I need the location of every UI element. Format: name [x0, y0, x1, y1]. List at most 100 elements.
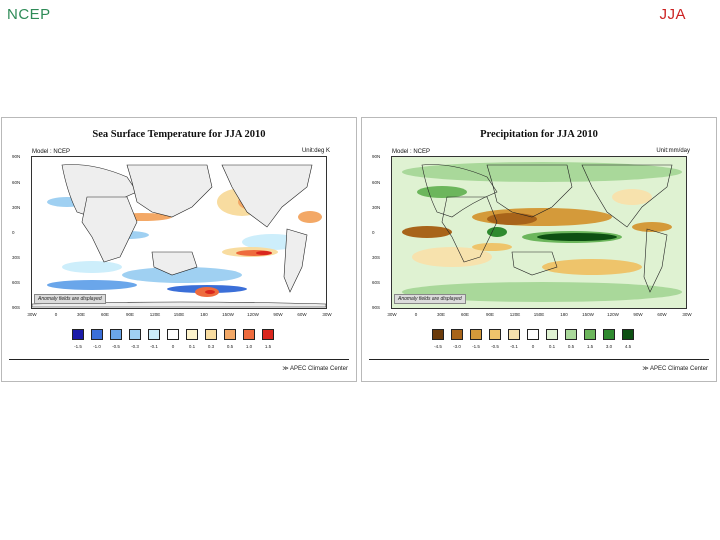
legend-swatch — [243, 329, 255, 340]
legend-label: 0.5 — [567, 344, 575, 349]
lat-label: 60S — [372, 280, 381, 285]
lat-label: 60N — [12, 180, 21, 185]
legend-label: -1.0 — [93, 344, 101, 349]
legend-swatch — [72, 329, 84, 340]
legend-label: 0.1 — [188, 344, 196, 349]
lon-label: 60W — [297, 312, 307, 317]
lat-label: 30S — [12, 255, 21, 260]
lon-label: 90E — [485, 312, 495, 317]
legend-label: 0.3 — [207, 344, 215, 349]
legend-label: -0.5 — [491, 344, 499, 349]
legend-label: -1.5 — [74, 344, 82, 349]
legend-swatch — [527, 329, 539, 340]
lat-label: 0 — [12, 230, 15, 235]
lon-label: 30E — [76, 312, 86, 317]
unit-label: Unit:mm/day — [656, 148, 690, 154]
anomaly-note: Anomaly fields are displayed — [34, 294, 106, 304]
lat-label: 30N — [12, 205, 21, 210]
legend-label: 1.5 — [586, 344, 594, 349]
lon-label: 30W — [682, 312, 692, 317]
legend-label: -0.3 — [131, 344, 139, 349]
lat-label: 30S — [372, 255, 381, 260]
panel-title: Sea Surface Temperature for JJA 2010 — [92, 129, 266, 140]
lon-label: 90W — [273, 312, 283, 317]
lon-label: 60W — [657, 312, 667, 317]
precipitation-anomaly-map: Anomaly fields are displayed — [391, 156, 687, 309]
unit-label: Unit:deg K — [301, 148, 330, 154]
legend-swatch — [622, 329, 634, 340]
legend-label: 0 — [531, 344, 535, 349]
lon-label: 120W — [247, 312, 259, 317]
legend-swatch — [167, 329, 179, 340]
lat-label: 60S — [12, 280, 21, 285]
legend-label: 1.5 — [264, 344, 272, 349]
lat-label: 30N — [372, 205, 381, 210]
legend-swatch — [262, 329, 274, 340]
lon-label: 30W — [322, 312, 332, 317]
sst-anomaly-map: Anomaly fields are displayed — [31, 156, 327, 309]
lon-label: 120E — [149, 312, 161, 317]
legend-label: 3.0 — [605, 344, 613, 349]
lon-label: 0 — [54, 312, 58, 317]
lon-label: 30W — [387, 312, 397, 317]
legend-swatch — [546, 329, 558, 340]
legend-swatch — [148, 329, 160, 340]
legend-swatch — [129, 329, 141, 340]
footer-text: APEC Climate Center — [289, 366, 348, 372]
color-legend — [432, 329, 641, 341]
legend-label: 0 — [171, 344, 175, 349]
color-legend — [72, 329, 281, 341]
legend-swatch — [186, 329, 198, 340]
legend-swatch — [565, 329, 577, 340]
legend-label: -0.1 — [150, 344, 158, 349]
footer-credit: ≫ APEC Climate Center — [642, 366, 708, 372]
lon-label: 60E — [100, 312, 110, 317]
legend-label: 0.1 — [548, 344, 556, 349]
legend-label: 0.5 — [226, 344, 234, 349]
legend-swatch — [584, 329, 596, 340]
model-label: Model : NCEP — [392, 149, 431, 155]
lon-label: 30E — [436, 312, 446, 317]
lat-label: 90N — [372, 154, 381, 159]
anomaly-note: Anomaly fields are displayed — [394, 294, 466, 304]
lon-label: 180 — [560, 312, 568, 317]
lon-label: 150W — [582, 312, 594, 317]
precipitation-panel: Precipitation for JJA 2010 Model : NCEP … — [361, 117, 717, 382]
separator-line — [369, 359, 709, 360]
lon-label: 0 — [414, 312, 418, 317]
legend-label: 1.0 — [245, 344, 253, 349]
lon-label: 150E — [533, 312, 545, 317]
legend-swatch — [470, 329, 482, 340]
lat-label: 60N — [372, 180, 381, 185]
sst-panel: Sea Surface Temperature for JJA 2010 Mod… — [1, 117, 357, 382]
legend-label: -3.0 — [453, 344, 461, 349]
legend-swatch — [489, 329, 501, 340]
lon-label: 90E — [125, 312, 135, 317]
legend-label: -1.5 — [472, 344, 480, 349]
lat-label: 90N — [12, 154, 21, 159]
legend-swatch — [110, 329, 122, 340]
legend-swatch — [508, 329, 520, 340]
legend-swatch — [603, 329, 615, 340]
separator-line — [9, 359, 349, 360]
panel-title: Precipitation for JJA 2010 — [480, 129, 598, 140]
lon-label: 150E — [173, 312, 185, 317]
legend-label: -0.1 — [510, 344, 518, 349]
slide-label-right: JJA — [659, 6, 686, 23]
lat-label: 0 — [372, 230, 375, 235]
slide-label-left: NCEP — [7, 6, 51, 23]
lon-label: 150W — [222, 312, 234, 317]
lon-label: 120W — [607, 312, 619, 317]
legend-label: -0.5 — [112, 344, 120, 349]
lat-label: 90S — [372, 305, 381, 310]
legend-swatch — [91, 329, 103, 340]
footer-credit: ≫ APEC Climate Center — [282, 366, 348, 372]
legend-swatch — [432, 329, 444, 340]
legend-swatch — [205, 329, 217, 340]
lon-label: 90W — [633, 312, 643, 317]
legend-labels: -1.5 -1.0 -0.5 -0.3 -0.1 0 0.1 0.3 0.5 1… — [72, 344, 302, 352]
lon-label: 180 — [200, 312, 208, 317]
legend-label: 4.5 — [624, 344, 632, 349]
legend-swatch — [224, 329, 236, 340]
legend-label: -4.5 — [434, 344, 442, 349]
